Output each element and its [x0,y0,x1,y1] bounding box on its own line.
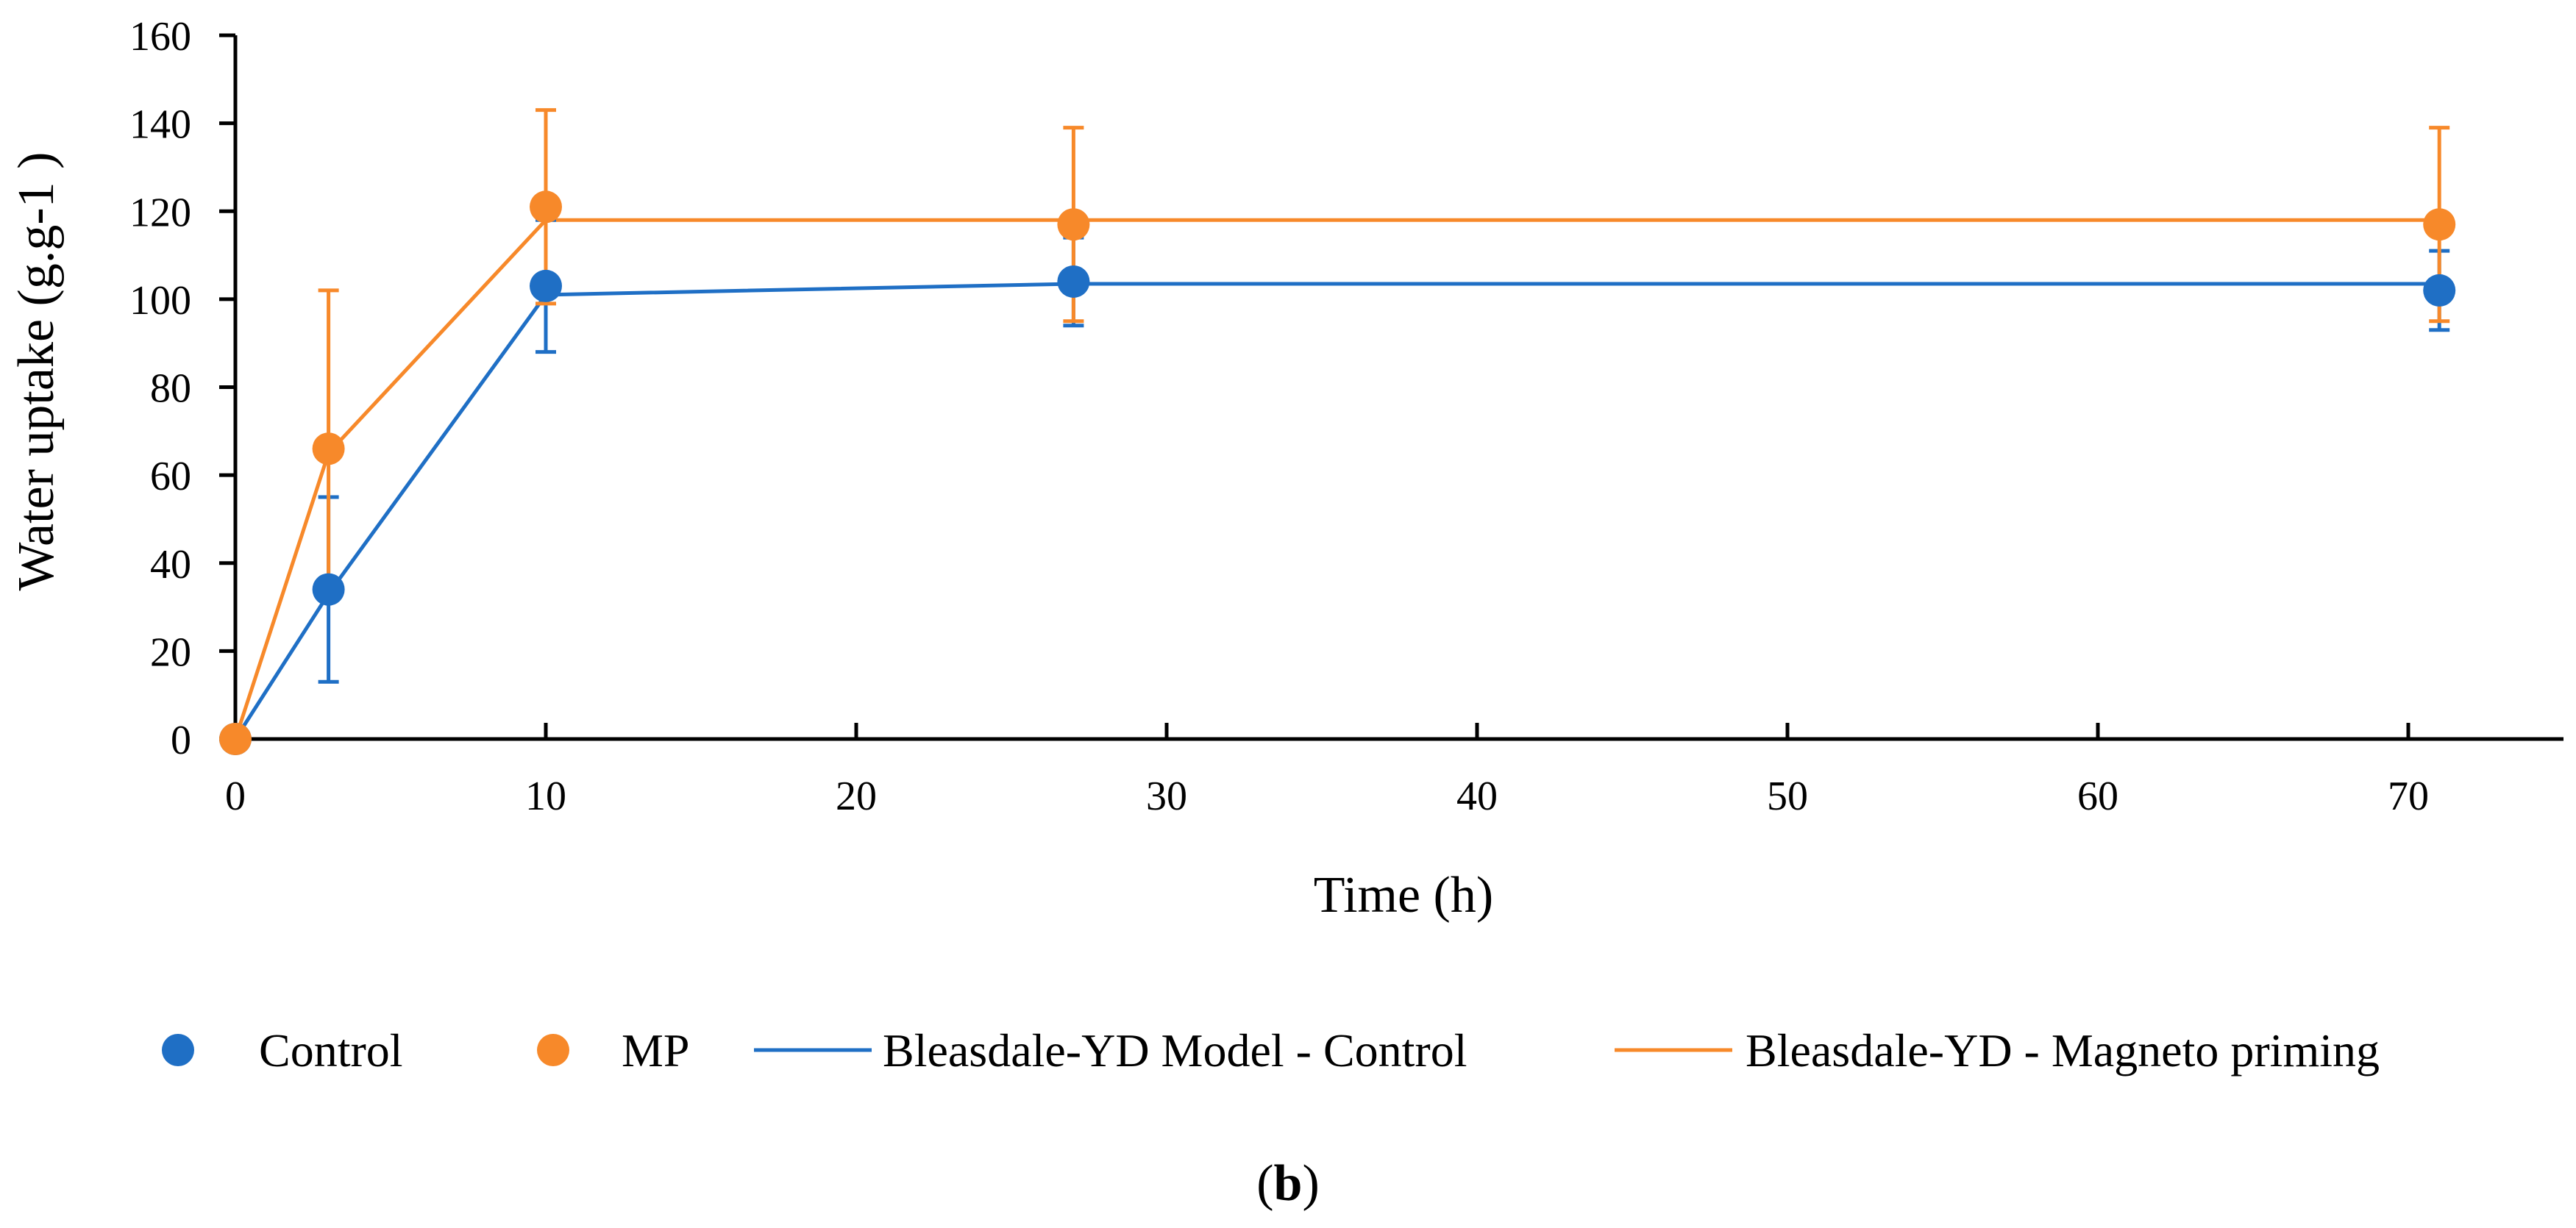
caption-letter: b [1274,1155,1303,1212]
legend-marker-mp [537,1034,569,1066]
data-markers [219,190,2456,755]
legend: Control MP Bleasdale-YD Model - Control … [162,1024,2380,1077]
y-axis-title: Water uptake (g.g-1 ) [8,152,65,591]
x-tick-label: 30 [1146,774,1187,819]
caption-open-paren: ( [1256,1155,1273,1212]
y-tick-label: 20 [150,629,191,675]
data-point-0 [1057,265,1090,298]
data-point-0 [312,573,345,606]
figure-caption: (b) [1256,1155,1320,1212]
legend-label-control: Control [259,1024,403,1077]
y-tick-label: 0 [171,718,191,763]
x-tick-label: 60 [2077,774,2118,819]
y-tick-label: 100 [129,278,191,324]
y-axis-ticks: 0 20 40 60 80 100 120 140 160 [129,14,235,763]
legend-item-model-control: Bleasdale-YD Model - Control [754,1024,1467,1077]
x-tick-label: 0 [225,774,246,819]
data-point-1 [312,432,345,465]
y-tick-label: 80 [150,366,191,412]
legend-label-mp: MP [622,1024,690,1077]
data-point-1 [1057,208,1090,241]
x-tick-label: 50 [1767,774,1808,819]
y-tick-label: 160 [129,14,191,60]
y-tick-label: 120 [129,190,191,235]
legend-label-model-control: Bleasdale-YD Model - Control [883,1024,1467,1077]
legend-marker-control [162,1034,194,1066]
x-tick-label: 70 [2388,774,2429,819]
data-point-1 [530,190,562,224]
data-point-1 [2423,208,2456,241]
y-tick-label: 140 [129,102,191,148]
legend-label-model-mp: Bleasdale-YD - Magneto priming [1746,1024,2380,1077]
legend-item-control: Control [162,1024,403,1077]
data-point-0 [2423,274,2456,307]
legend-item-model-mp: Bleasdale-YD - Magneto priming [1615,1024,2380,1077]
plot-area: 0 20 40 60 80 100 120 140 160 0 10 20 30 40 50 60 70 [129,14,2563,819]
x-tick-label: 20 [836,774,877,819]
y-tick-label: 60 [150,454,191,499]
caption-close-paren: ) [1302,1155,1319,1212]
x-tick-label: 40 [1456,774,1498,819]
legend-item-mp: MP [537,1024,690,1077]
data-point-1 [219,723,252,755]
data-point-0 [530,269,562,302]
x-tick-label: 10 [525,774,566,819]
x-axis-ticks: 0 10 20 30 40 50 60 70 [225,723,2429,819]
x-axis-title: Time (h) [1314,867,1493,924]
y-tick-label: 40 [150,542,191,588]
